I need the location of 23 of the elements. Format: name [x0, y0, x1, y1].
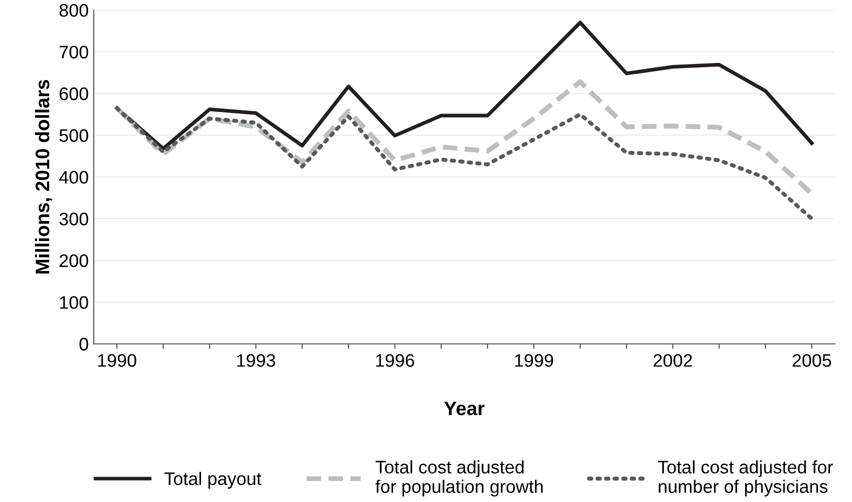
y-tick-label: 400 — [59, 170, 88, 184]
x-tick-label: 1990 — [98, 354, 136, 367]
line-series — [114, 79, 814, 196]
y-tick-label: 200 — [60, 254, 88, 268]
x-tick-label: 2002 — [654, 354, 692, 367]
x-tick-label: 1993 — [237, 354, 276, 367]
x-tick-label: 1999 — [515, 354, 554, 367]
y-tick-label: 500 — [59, 129, 88, 142]
x-tick-label: 1996 — [376, 354, 414, 367]
x-axis-title: Year — [444, 402, 485, 416]
y-tick-label: 800 — [60, 4, 88, 17]
line-series — [115, 20, 814, 150]
x-tick-label: 2005 — [792, 354, 832, 367]
legend-label: Total payout — [164, 472, 262, 489]
y-tick-label: 300 — [59, 212, 88, 226]
y-tick-label: 0 — [80, 338, 88, 351]
y-tick-label: 600 — [60, 87, 88, 100]
y-tick-label: 100 — [60, 296, 88, 309]
y-axis-title: Millions, 2010 dollars — [35, 80, 52, 274]
legend-label: Total cost adjusted for number of physicians — [658, 460, 833, 497]
y-tick-label: 700 — [60, 46, 88, 58]
line-series — [114, 106, 814, 221]
legend-label: Total cost adjusted for population growth — [375, 460, 543, 497]
